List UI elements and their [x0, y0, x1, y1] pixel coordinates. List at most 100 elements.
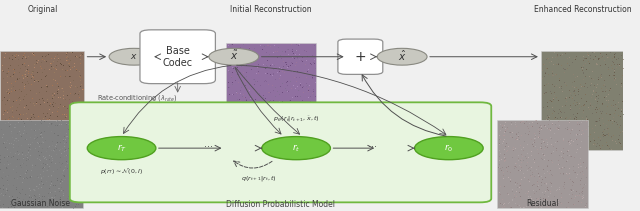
- Point: [308, 92, 318, 95]
- Point: [523, 197, 533, 200]
- Point: [35, 131, 45, 135]
- Point: [565, 142, 575, 145]
- Point: [495, 137, 505, 141]
- Point: [544, 127, 554, 131]
- Point: [51, 67, 61, 70]
- Point: [494, 148, 504, 151]
- Point: [54, 149, 65, 152]
- Point: [599, 59, 609, 62]
- Point: [18, 119, 28, 122]
- Point: [35, 158, 45, 161]
- Point: [37, 139, 47, 143]
- Point: [580, 81, 590, 85]
- Point: [232, 119, 243, 122]
- Point: [57, 147, 67, 150]
- Point: [29, 115, 39, 119]
- Point: [600, 89, 611, 92]
- Point: [243, 131, 253, 135]
- Point: [1, 186, 12, 190]
- Point: [525, 205, 535, 208]
- Point: [590, 90, 600, 93]
- Point: [590, 107, 600, 110]
- Point: [301, 122, 312, 125]
- Point: [548, 144, 559, 147]
- Point: [60, 164, 70, 168]
- Point: [61, 131, 71, 135]
- Point: [56, 130, 66, 134]
- Point: [583, 54, 593, 57]
- Point: [537, 61, 547, 65]
- Point: [525, 165, 536, 168]
- Point: [1, 165, 11, 168]
- Point: [565, 177, 575, 180]
- Point: [35, 144, 45, 147]
- Point: [548, 98, 558, 101]
- Point: [275, 104, 285, 107]
- Point: [78, 122, 88, 126]
- Point: [8, 145, 18, 148]
- Point: [564, 178, 575, 182]
- Point: [28, 112, 38, 116]
- Point: [63, 146, 73, 149]
- Point: [52, 95, 63, 98]
- Point: [514, 184, 524, 187]
- Bar: [226, 43, 316, 150]
- Point: [66, 83, 76, 86]
- Point: [51, 108, 61, 111]
- Point: [595, 56, 605, 60]
- Point: [587, 76, 597, 79]
- Point: [510, 120, 520, 124]
- Point: [39, 194, 49, 197]
- Point: [0, 122, 10, 125]
- Point: [536, 205, 547, 209]
- Point: [276, 70, 287, 73]
- Point: [303, 83, 314, 86]
- Point: [569, 85, 579, 88]
- Point: [0, 121, 8, 124]
- Point: [595, 124, 605, 127]
- Point: [502, 126, 513, 129]
- Point: [38, 130, 49, 133]
- Point: [578, 185, 588, 188]
- Point: [561, 99, 572, 102]
- Point: [612, 62, 623, 66]
- Point: [64, 84, 74, 88]
- Point: [1, 166, 11, 170]
- Point: [45, 205, 55, 208]
- Point: [68, 119, 79, 122]
- Point: [9, 120, 19, 123]
- Point: [67, 140, 77, 143]
- Point: [42, 162, 52, 166]
- Point: [237, 81, 248, 84]
- Point: [57, 112, 67, 115]
- Point: [591, 100, 602, 103]
- Point: [232, 116, 242, 119]
- Point: [554, 187, 564, 191]
- Point: [75, 191, 85, 195]
- Point: [567, 179, 577, 183]
- Point: [56, 185, 66, 188]
- Point: [589, 138, 600, 142]
- Point: [16, 195, 26, 199]
- Point: [544, 131, 554, 134]
- Point: [520, 191, 531, 195]
- Point: [31, 184, 42, 188]
- Point: [20, 81, 30, 84]
- Point: [541, 182, 551, 185]
- Point: [53, 58, 63, 61]
- Point: [0, 138, 10, 141]
- Point: [47, 195, 57, 198]
- Point: [265, 45, 275, 48]
- Point: [568, 165, 579, 168]
- Point: [280, 124, 291, 127]
- Point: [0, 205, 7, 208]
- Point: [286, 108, 296, 111]
- Point: [302, 55, 312, 58]
- Point: [573, 166, 583, 169]
- Point: [8, 193, 19, 196]
- Point: [581, 119, 591, 123]
- Point: [580, 127, 591, 131]
- Point: [553, 64, 563, 67]
- Point: [562, 91, 572, 94]
- Point: [15, 66, 25, 69]
